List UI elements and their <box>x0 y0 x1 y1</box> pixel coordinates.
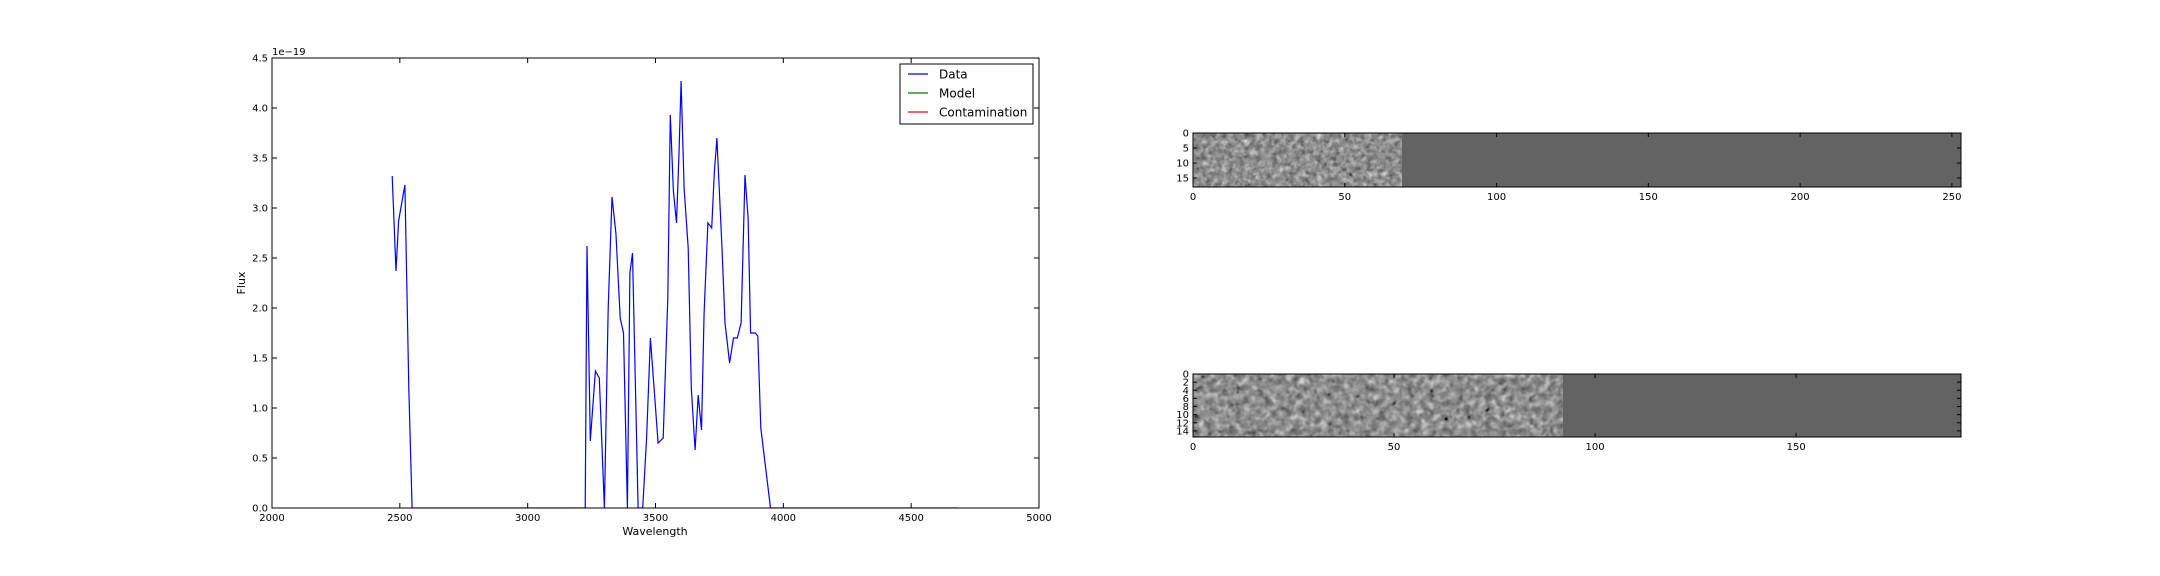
image-data-region <box>1193 374 1563 437</box>
x-tick-label: 50 <box>1338 192 1351 203</box>
y-tick-label: 4.5 <box>252 54 268 65</box>
y-axis-ticks: 0 5 10 15 <box>1176 129 1961 185</box>
y-tick-label: 2.5 <box>252 254 268 265</box>
x-tick-label: 100 <box>1487 192 1506 203</box>
image-frame <box>1192 132 1962 188</box>
spectrum-line-chart: 2000 2500 3000 3500 4000 4500 5000 0.0 0.5 1.0 1.… <box>235 47 1052 538</box>
x-tick-label: 3500 <box>643 513 668 524</box>
x-axis-ticks: 0 50 100 150 200 250 <box>1190 133 1961 203</box>
x-tick-label: 0 <box>1190 192 1196 203</box>
y-tick-label: 10 <box>1176 159 1189 170</box>
y-tick-label: 12 <box>1176 418 1189 429</box>
x-tick-label: 0 <box>1190 442 1196 453</box>
y-axis-ticks: 0.0 0.5 1.0 1.5 2.0 2.5 3.0 3.5 4.0 4.5 <box>252 54 1039 515</box>
y-tick-label: 4.0 <box>252 104 268 115</box>
y-tick-label: 1.0 <box>252 404 268 415</box>
y-scale-label: 1e−19 <box>272 47 306 58</box>
y-tick-label: 0.0 <box>252 504 268 515</box>
x-axis-ticks: 2000 2500 3000 3500 4000 4500 5000 <box>259 58 1052 524</box>
x-axis-label: Wavelength <box>622 525 687 538</box>
y-tick-label: 14 <box>1176 426 1189 437</box>
legend-label-contamination: Contamination <box>939 106 1027 120</box>
y-tick-label: 15 <box>1176 174 1189 185</box>
x-tick-label: 2000 <box>259 513 284 524</box>
x-tick-label: 150 <box>1787 442 1806 453</box>
image-frame <box>1192 373 1962 438</box>
y-axis-label: Flux <box>235 271 248 294</box>
spectrum-image-top: 0 50 100 150 200 250 0 5 10 15 <box>1176 129 1962 203</box>
y-tick-label: 1.5 <box>252 354 268 365</box>
x-axis-ticks: 0 50 100 150 <box>1190 374 1806 453</box>
y-tick-label: 0 <box>1183 129 1189 140</box>
legend-label-model: Model <box>939 87 975 101</box>
x-tick-label: 250 <box>1942 192 1961 203</box>
y-tick-label: 3.5 <box>252 154 268 165</box>
y-tick-label: 2 <box>1183 378 1189 389</box>
y-tick-label: 10 <box>1176 410 1189 421</box>
x-tick-label: 150 <box>1639 192 1658 203</box>
legend-items: Data Model Contamination <box>908 68 1027 120</box>
series-layer <box>391 80 958 508</box>
y-tick-label: 4 <box>1183 386 1189 397</box>
x-tick-label: 5000 <box>1026 513 1051 524</box>
y-tick-label: 3.0 <box>252 204 268 215</box>
y-tick-label: 0.5 <box>252 454 268 465</box>
x-tick-label: 200 <box>1791 192 1810 203</box>
y-tick-label: 5 <box>1183 144 1189 155</box>
legend: Data Model Contamination <box>899 63 1034 125</box>
y-tick-label: 0 <box>1183 370 1189 381</box>
x-tick-label: 100 <box>1586 442 1605 453</box>
legend-label-data: Data <box>939 68 968 82</box>
y-tick-label: 8 <box>1183 402 1189 413</box>
x-tick-label: 4500 <box>898 513 923 524</box>
x-tick-label: 4000 <box>771 513 796 524</box>
x-tick-label: 3000 <box>515 513 540 524</box>
y-tick-label: 2.0 <box>252 304 268 315</box>
x-tick-label: 50 <box>1388 442 1401 453</box>
plot-area <box>272 58 1039 508</box>
series-line-data <box>391 80 958 508</box>
y-tick-label: 6 <box>1183 394 1189 405</box>
x-tick-label: 2500 <box>387 513 412 524</box>
image-data-region <box>1193 133 1402 187</box>
